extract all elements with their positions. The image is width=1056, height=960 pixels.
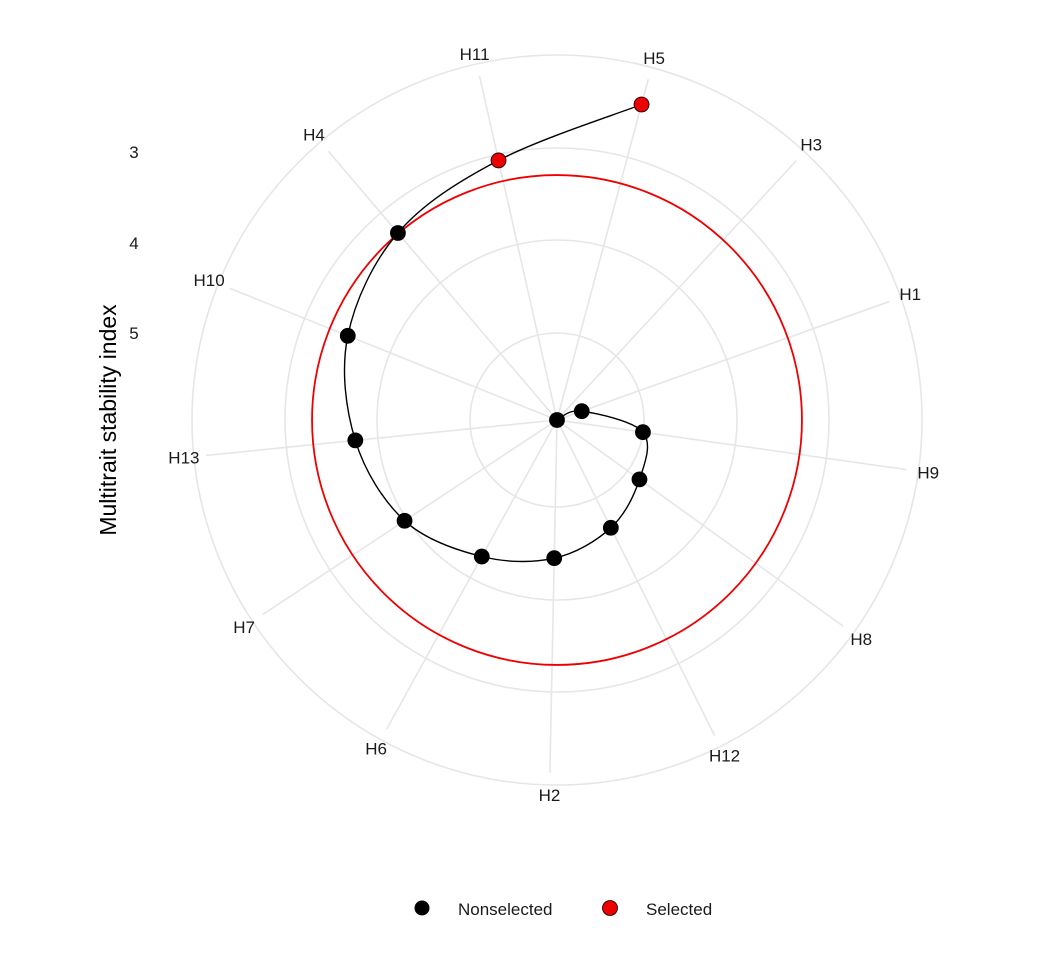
point-h4 xyxy=(390,225,406,241)
category-label-h5: H5 xyxy=(643,49,665,68)
grid-spoke-h2 xyxy=(549,419,558,773)
grid-spoke-h13 xyxy=(205,419,558,457)
cutoff-circle xyxy=(311,174,803,666)
point-h12 xyxy=(602,519,619,536)
series-line-layer xyxy=(343,103,649,563)
point-h2 xyxy=(546,550,563,567)
point-h1 xyxy=(573,403,590,420)
grid-circle-1 xyxy=(469,332,645,508)
point-h11 xyxy=(490,152,507,169)
point-h3 xyxy=(549,412,565,428)
legend-label-nonselected: Nonselected xyxy=(458,900,553,919)
radial-tick-3: 3 xyxy=(129,143,138,162)
category-label-h1: H1 xyxy=(899,285,921,304)
grid-spoke-h8 xyxy=(556,419,844,627)
category-labels: H5 H3 H1 H9 H8 H12 H2 H6 H7 H13 H10 H4 H11 xyxy=(168,45,939,805)
category-label-h11: H11 xyxy=(460,45,490,64)
grid-spoke-h10 xyxy=(229,287,558,421)
cutoff-circle-layer xyxy=(311,174,803,666)
points-layer xyxy=(339,96,651,567)
point-h8 xyxy=(631,471,648,488)
grid-circle-2 xyxy=(376,239,738,601)
grid-spoke-h1 xyxy=(556,300,890,421)
point-h13 xyxy=(347,432,364,449)
grid-circle-3 xyxy=(284,147,830,693)
point-h5 xyxy=(633,96,650,113)
category-label-h6: H6 xyxy=(365,739,387,758)
y-axis-title: Multitrait stability index xyxy=(95,304,121,536)
legend: Nonselected Selected xyxy=(414,900,712,919)
grid-circle-4 xyxy=(191,54,923,786)
grid-spoke-h5 xyxy=(556,79,650,421)
category-label-h12: H12 xyxy=(709,746,740,765)
category-label-h10: H10 xyxy=(194,271,225,290)
point-h9 xyxy=(635,424,651,441)
radial-tick-labels: 3 4 5 xyxy=(129,143,138,343)
point-h6 xyxy=(473,548,490,565)
series-line xyxy=(343,103,649,563)
grid-spoke-h9 xyxy=(556,419,907,471)
radial-tick-5: 5 xyxy=(129,324,138,343)
category-label-h7: H7 xyxy=(233,618,255,637)
grid-spoke-h4 xyxy=(327,150,558,421)
category-label-h3: H3 xyxy=(800,135,822,154)
category-label-h8: H8 xyxy=(850,630,872,649)
grid-spoke-h3 xyxy=(556,160,797,421)
grid-spoke-h12 xyxy=(556,419,716,736)
point-h7 xyxy=(396,512,413,529)
legend-key-nonselected xyxy=(414,900,430,916)
legend-label-selected: Selected xyxy=(646,900,712,919)
radial-tick-4: 4 xyxy=(129,234,138,253)
category-label-h2: H2 xyxy=(539,786,561,805)
grid-spoke-h6 xyxy=(386,419,558,730)
category-label-h13: H13 xyxy=(168,449,199,468)
category-label-h9: H9 xyxy=(917,464,939,483)
grid-spoke-h11 xyxy=(478,75,558,421)
category-label-h4: H4 xyxy=(303,125,325,144)
legend-key-selected xyxy=(602,900,618,916)
point-h10 xyxy=(339,327,356,344)
